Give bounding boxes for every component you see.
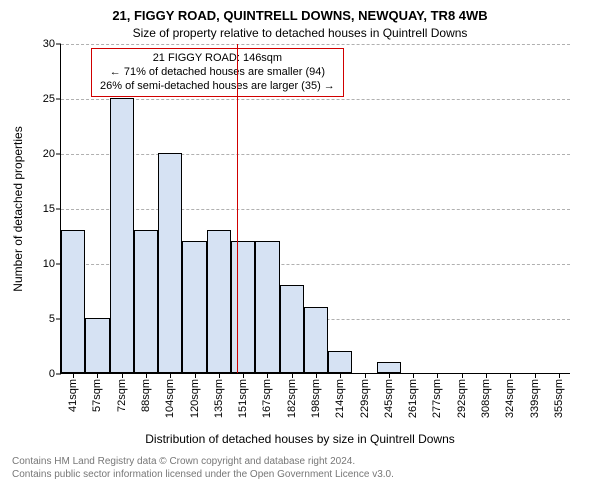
x-tick-mark [73, 373, 74, 378]
x-tick-mark [316, 373, 317, 378]
footer-attribution: Contains HM Land Registry data © Crown c… [12, 456, 394, 481]
gridline-h [61, 99, 570, 100]
x-tick-label: 167sqm [261, 379, 273, 418]
bar [328, 351, 352, 373]
gridline-h [61, 209, 570, 210]
bar [304, 307, 328, 373]
x-tick-mark [219, 373, 220, 378]
chart-subtitle: Size of property relative to detached ho… [0, 26, 600, 40]
x-tick-label: 245sqm [383, 379, 395, 418]
x-tick-mark [462, 373, 463, 378]
x-tick-label: 104sqm [164, 379, 176, 418]
x-tick-mark [146, 373, 147, 378]
x-tick-mark [122, 373, 123, 378]
y-tick-label: 5 [49, 313, 55, 325]
x-tick-label: 198sqm [310, 379, 322, 418]
marker-line [237, 44, 238, 373]
x-tick-mark [365, 373, 366, 378]
chart-container: 21, FIGGY ROAD, QUINTRELL DOWNS, NEWQUAY… [0, 0, 600, 500]
x-tick-mark [413, 373, 414, 378]
bar [110, 98, 134, 373]
x-tick-mark [340, 373, 341, 378]
bar [231, 241, 255, 373]
x-tick-label: 41sqm [67, 379, 79, 412]
bar [377, 362, 401, 373]
x-tick-label: 229sqm [359, 379, 371, 418]
bar [255, 241, 279, 373]
x-tick-label: 261sqm [407, 379, 419, 418]
x-tick-mark [486, 373, 487, 378]
x-tick-label: 308sqm [480, 379, 492, 418]
plot-area: 21 FIGGY ROAD: 146sqm ← 71% of detached … [60, 44, 570, 374]
x-tick-label: 72sqm [116, 379, 128, 412]
y-tick-mark [56, 44, 61, 45]
bar [134, 230, 158, 373]
y-tick-label: 30 [43, 38, 55, 50]
bar [280, 285, 304, 373]
y-tick-label: 0 [49, 368, 55, 380]
y-tick-label: 10 [43, 258, 55, 270]
x-tick-label: 182sqm [286, 379, 298, 418]
y-axis-title: Number of detached properties [11, 109, 25, 309]
x-tick-mark [535, 373, 536, 378]
y-tick-label: 15 [43, 203, 55, 215]
footer-line-2: Contains public sector information licen… [12, 469, 394, 482]
x-tick-label: 214sqm [334, 379, 346, 418]
bar [207, 230, 231, 373]
x-tick-mark [389, 373, 390, 378]
bar [182, 241, 206, 373]
footer-line-1: Contains HM Land Registry data © Crown c… [12, 456, 394, 469]
bar [85, 318, 109, 373]
info-line-1: 21 FIGGY ROAD: 146sqm [100, 52, 335, 66]
y-tick-mark [56, 99, 61, 100]
info-line-2: ← 71% of detached houses are smaller (94… [100, 66, 335, 80]
x-tick-label: 339sqm [529, 379, 541, 418]
x-tick-mark [243, 373, 244, 378]
y-tick-label: 20 [43, 148, 55, 160]
y-tick-mark [56, 154, 61, 155]
y-tick-mark [56, 374, 61, 375]
x-tick-label: 277sqm [431, 379, 443, 418]
x-tick-label: 57sqm [91, 379, 103, 412]
x-tick-mark [267, 373, 268, 378]
x-tick-mark [437, 373, 438, 378]
chart-title: 21, FIGGY ROAD, QUINTRELL DOWNS, NEWQUAY… [0, 8, 600, 23]
marker-info-box: 21 FIGGY ROAD: 146sqm ← 71% of detached … [91, 48, 344, 97]
y-tick-mark [56, 209, 61, 210]
x-tick-mark [292, 373, 293, 378]
x-tick-mark [97, 373, 98, 378]
gridline-h [61, 154, 570, 155]
y-tick-label: 25 [43, 93, 55, 105]
x-axis-title: Distribution of detached houses by size … [0, 432, 600, 446]
x-tick-label: 355sqm [553, 379, 565, 418]
x-tick-mark [195, 373, 196, 378]
x-tick-label: 151sqm [237, 379, 249, 418]
x-tick-mark [170, 373, 171, 378]
gridline-h [61, 44, 570, 45]
x-tick-label: 120sqm [189, 379, 201, 418]
x-tick-label: 88sqm [140, 379, 152, 412]
info-line-3: 26% of semi-detached houses are larger (… [100, 80, 335, 94]
x-tick-mark [510, 373, 511, 378]
bar [61, 230, 85, 373]
x-tick-mark [559, 373, 560, 378]
bar [158, 153, 182, 373]
x-tick-label: 324sqm [504, 379, 516, 418]
x-tick-label: 292sqm [456, 379, 468, 418]
x-tick-label: 135sqm [213, 379, 225, 418]
